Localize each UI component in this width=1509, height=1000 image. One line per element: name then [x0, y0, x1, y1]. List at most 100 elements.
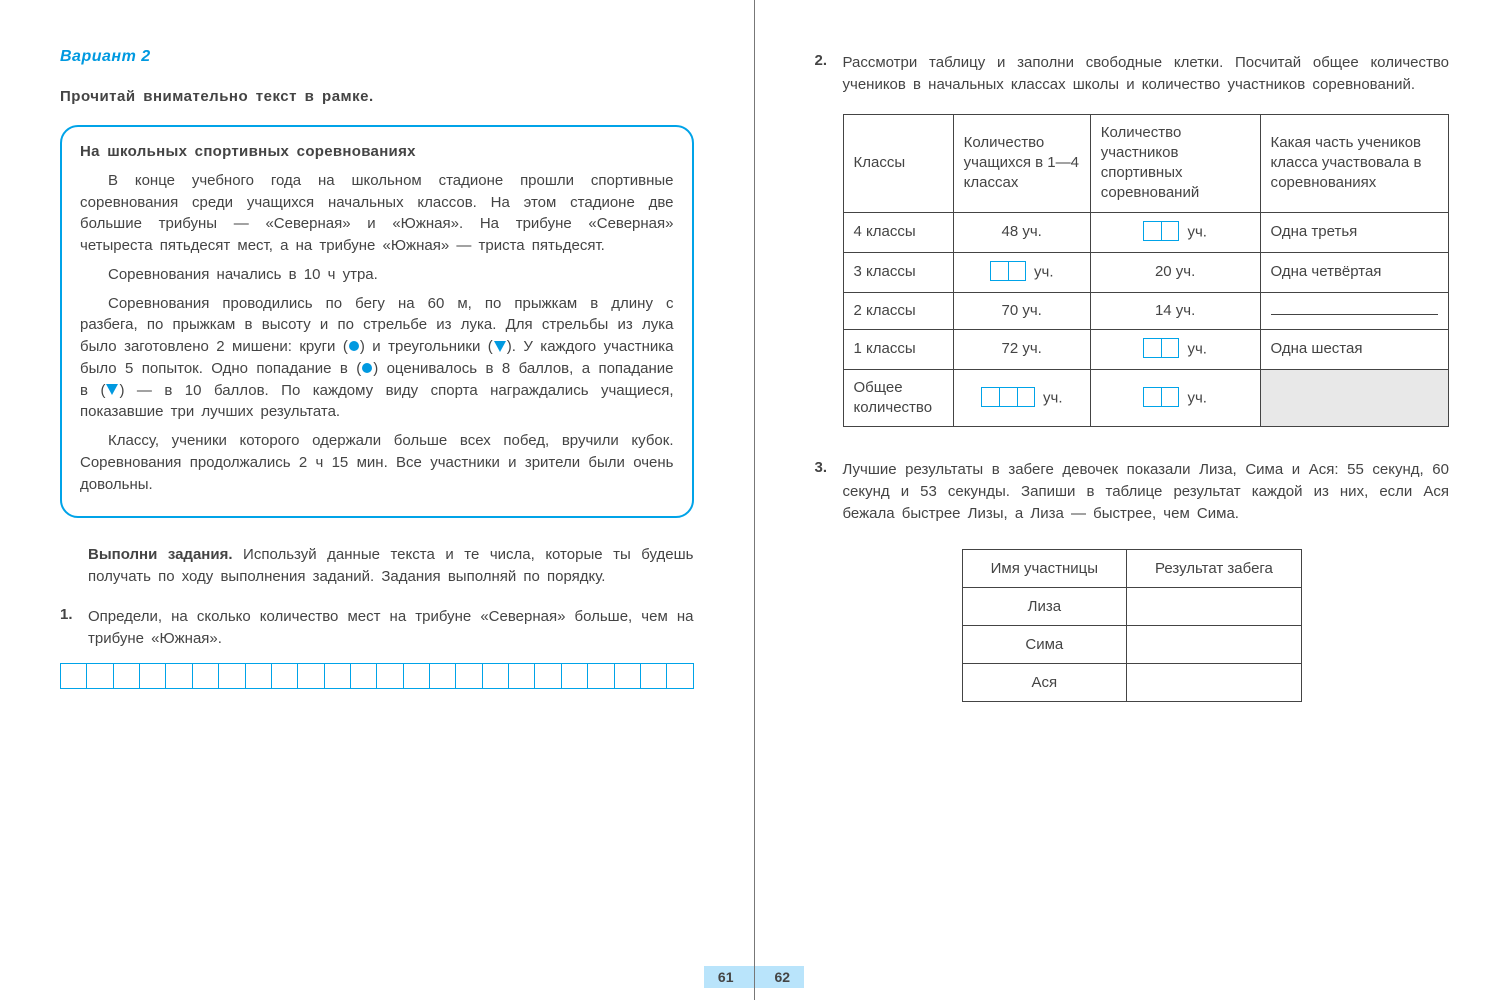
task-3-table: Имя участницыРезультат забегаЛизаСимаАся: [962, 549, 1302, 702]
do-tasks-instructions: Выполни задания. Используй данные текста…: [88, 544, 694, 588]
answer-cell[interactable]: [377, 664, 403, 688]
cell-fraction[interactable]: [1260, 292, 1448, 329]
cell-result[interactable]: [1127, 625, 1302, 663]
answer-cell[interactable]: [60, 664, 87, 688]
answer-cell[interactable]: [456, 664, 482, 688]
table-header: Количество учащихся в 1—4 классах: [953, 114, 1090, 212]
cell-fraction: [1260, 369, 1448, 427]
answer-cell[interactable]: [615, 664, 641, 688]
answer-cell[interactable]: [219, 664, 245, 688]
task-2-text: Рассмотри таблицу и заполни свободные кл…: [843, 52, 1450, 96]
cell-class: 2 классы: [843, 292, 953, 329]
task-3-number: 3.: [815, 459, 843, 524]
task-1-number: 1.: [60, 606, 88, 650]
answer-cell[interactable]: [193, 664, 219, 688]
cell-class: Общее количество: [843, 369, 953, 427]
fill-in-box[interactable]: [990, 261, 1026, 281]
cell-result[interactable]: [1127, 663, 1302, 701]
answer-cell[interactable]: [483, 664, 509, 688]
answer-cell[interactable]: [114, 664, 140, 688]
cell-fraction: Одна третья: [1260, 212, 1448, 252]
task-2: 2. Рассмотри таблицу и заполни свободные…: [815, 52, 1450, 96]
answer-cell[interactable]: [351, 664, 377, 688]
answer-cell[interactable]: [535, 664, 561, 688]
cell-students: 72 уч.: [953, 329, 1090, 369]
cell-fraction: Одна четвёртая: [1260, 252, 1448, 292]
frame-para-2: Соревнования начались в 10 ч утра.: [80, 264, 674, 286]
table-row: Сима: [962, 625, 1301, 663]
table-header: Имя участницы: [962, 549, 1126, 587]
table-row: 3 классы уч. 20 уч.Одна четвёртая: [843, 252, 1449, 292]
page-spread: Вариант 2 Прочитай внимательно текст в р…: [0, 0, 1509, 1000]
frame-title: На школьных спортивных соревнованиях: [80, 141, 674, 163]
table-header: Результат забега: [1127, 549, 1302, 587]
table-header: Количество участников спортивных соревно…: [1090, 114, 1260, 212]
table-row: Лиза: [962, 587, 1301, 625]
answer-cell[interactable]: [166, 664, 192, 688]
fill-in-box[interactable]: [1143, 387, 1179, 407]
answer-cell[interactable]: [667, 664, 693, 688]
table-row: 1 классы 72 уч. уч.Одна шестая: [843, 329, 1449, 369]
task-2-number: 2.: [815, 52, 843, 96]
page-number-right: 62: [755, 966, 805, 988]
cell-name: Лиза: [962, 587, 1126, 625]
cell-participants: уч.: [1090, 329, 1260, 369]
cell-students: 70 уч.: [953, 292, 1090, 329]
cell-class: 4 классы: [843, 212, 953, 252]
answer-cell[interactable]: [430, 664, 456, 688]
variant-title: Вариант 2: [60, 48, 694, 66]
table-header: Какая часть учеников класса участвовала …: [1260, 114, 1448, 212]
answer-cell[interactable]: [246, 664, 272, 688]
cell-fraction: Одна шестая: [1260, 329, 1448, 369]
cell-class: 3 классы: [843, 252, 953, 292]
task-1-answer-cells[interactable]: [60, 663, 694, 689]
answer-cell[interactable]: [641, 664, 667, 688]
cell-participants: 20 уч.: [1090, 252, 1260, 292]
table-row: Общее количество уч. уч.: [843, 369, 1449, 427]
cell-participants: уч.: [1090, 212, 1260, 252]
table-row: 4 классы 48 уч. уч.Одна третья: [843, 212, 1449, 252]
cell-students: 48 уч.: [953, 212, 1090, 252]
cell-result[interactable]: [1127, 587, 1302, 625]
story-frame: На школьных спортивных соревнованиях В к…: [60, 125, 694, 518]
answer-cell[interactable]: [588, 664, 614, 688]
answer-cell[interactable]: [87, 664, 113, 688]
cell-participants: уч.: [1090, 369, 1260, 427]
answer-cell[interactable]: [509, 664, 535, 688]
table-header: Классы: [843, 114, 953, 212]
triangle-target-icon: [106, 384, 118, 395]
triangle-target-icon: [494, 341, 506, 352]
read-instruction: Прочитай внимательно текст в рамке.: [60, 88, 694, 105]
page-left: Вариант 2 Прочитай внимательно текст в р…: [0, 0, 755, 1000]
fill-in-box[interactable]: [1143, 338, 1179, 358]
cell-participants: 14 уч.: [1090, 292, 1260, 329]
circle-target-icon: [349, 341, 359, 351]
do-tasks-bold: Выполни задания.: [88, 546, 233, 563]
cell-students: уч.: [953, 369, 1090, 427]
cell-class: 1 классы: [843, 329, 953, 369]
cell-name: Сима: [962, 625, 1126, 663]
fill-in-box[interactable]: [981, 387, 1035, 407]
table-row: 2 классы 70 уч. 14 уч.: [843, 292, 1449, 329]
task-3: 3. Лучшие результаты в забеге девочек по…: [815, 459, 1450, 524]
task-3-text: Лучшие результаты в забеге девочек показ…: [843, 459, 1450, 524]
answer-cell[interactable]: [404, 664, 430, 688]
answer-cell[interactable]: [140, 664, 166, 688]
task-2-table: КлассыКоличество учащихся в 1—4 классахК…: [843, 114, 1450, 428]
page-right: 2. Рассмотри таблицу и заполни свободные…: [755, 0, 1509, 1000]
answer-cell[interactable]: [325, 664, 351, 688]
table-row: Ася: [962, 663, 1301, 701]
task-1-text: Определи, на сколько количество мест на …: [88, 606, 694, 650]
task-1: 1. Определи, на сколько количество мест …: [60, 606, 694, 650]
frame-para-4: Классу, ученики которого одержали больше…: [80, 430, 674, 495]
answer-cell[interactable]: [562, 664, 588, 688]
answer-cell[interactable]: [298, 664, 324, 688]
answer-cell[interactable]: [272, 664, 298, 688]
circle-target-icon: [362, 363, 372, 373]
fill-in-box[interactable]: [1143, 221, 1179, 241]
answer-underline[interactable]: [1271, 301, 1438, 315]
frame-para-1: В конце учебного года на школьном стадио…: [80, 170, 674, 257]
cell-name: Ася: [962, 663, 1126, 701]
cell-students: уч.: [953, 252, 1090, 292]
frame-para-3: Соревнования проводились по бегу на 60 м…: [80, 293, 674, 424]
